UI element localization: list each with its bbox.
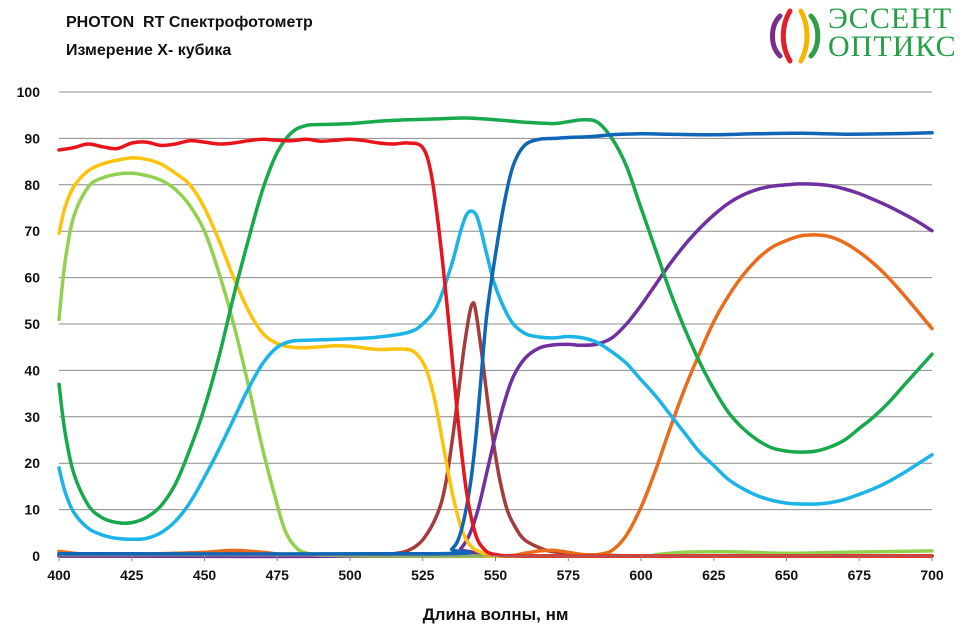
- y-tick-label-100: 100: [17, 84, 41, 100]
- x-tick-label-600: 600: [629, 567, 653, 583]
- y-tick-label-50: 50: [24, 316, 40, 332]
- series-line-4: [57, 156, 934, 558]
- chart-title-line1: PHOTON RT Спектрофотометр: [66, 14, 313, 31]
- x-tick-label-400: 400: [47, 567, 71, 583]
- chart-title-line2: Измерение X- кубика: [66, 42, 232, 59]
- x-axis-label: Длина волны, нм: [423, 605, 569, 624]
- y-tick-label-90: 90: [24, 130, 40, 146]
- x-tick-label-450: 450: [193, 567, 217, 583]
- y-tick-label-80: 80: [24, 177, 40, 193]
- y-tick-label-0: 0: [32, 548, 40, 564]
- x-tick-labels: 400 425 450 475 500 525 550 575 600 625 650 675 700: [47, 556, 944, 583]
- series-line-6: [57, 182, 934, 559]
- y-tick-label-70: 70: [24, 223, 40, 239]
- logo-stripe-green: [808, 13, 821, 59]
- x-tick-label-475: 475: [266, 567, 290, 583]
- y-tick-label-60: 60: [24, 270, 40, 286]
- x-tick-label-625: 625: [702, 567, 726, 583]
- logo-text-line1: ЭССЕНТ: [828, 2, 953, 35]
- x-tick-label-425: 425: [120, 567, 144, 583]
- y-tick-labels: 0 10 20 30 40 50 60 70 80 90 100: [17, 84, 41, 564]
- series-line-2: [57, 116, 934, 525]
- logo-stripe-purple: [770, 13, 783, 59]
- series-line-1: [57, 131, 934, 556]
- x-tick-label-650: 650: [775, 567, 799, 583]
- y-tick-label-20: 20: [24, 455, 40, 471]
- logo-stripe-yellow: [798, 8, 810, 64]
- logo-stripes-icon: [770, 8, 821, 64]
- series-line-3: [57, 209, 934, 542]
- x-tick-label-525: 525: [411, 567, 435, 583]
- series-line-5: [57, 171, 934, 558]
- series-lines: [57, 116, 934, 559]
- x-tick-label-550: 550: [484, 567, 508, 583]
- y-tick-label-30: 30: [24, 409, 40, 425]
- y-tick-label-40: 40: [24, 362, 40, 378]
- logo-text-line2: ОПТИКС: [828, 30, 957, 63]
- x-tick-label-575: 575: [557, 567, 581, 583]
- series-line-7: [57, 233, 934, 559]
- x-tick-label-500: 500: [338, 567, 362, 583]
- x-tick-label-675: 675: [848, 567, 872, 583]
- y-tick-label-10: 10: [24, 502, 40, 518]
- x-tick-label-700: 700: [920, 567, 944, 583]
- series-line-0: [57, 137, 934, 558]
- logo-stripe-red: [780, 8, 793, 64]
